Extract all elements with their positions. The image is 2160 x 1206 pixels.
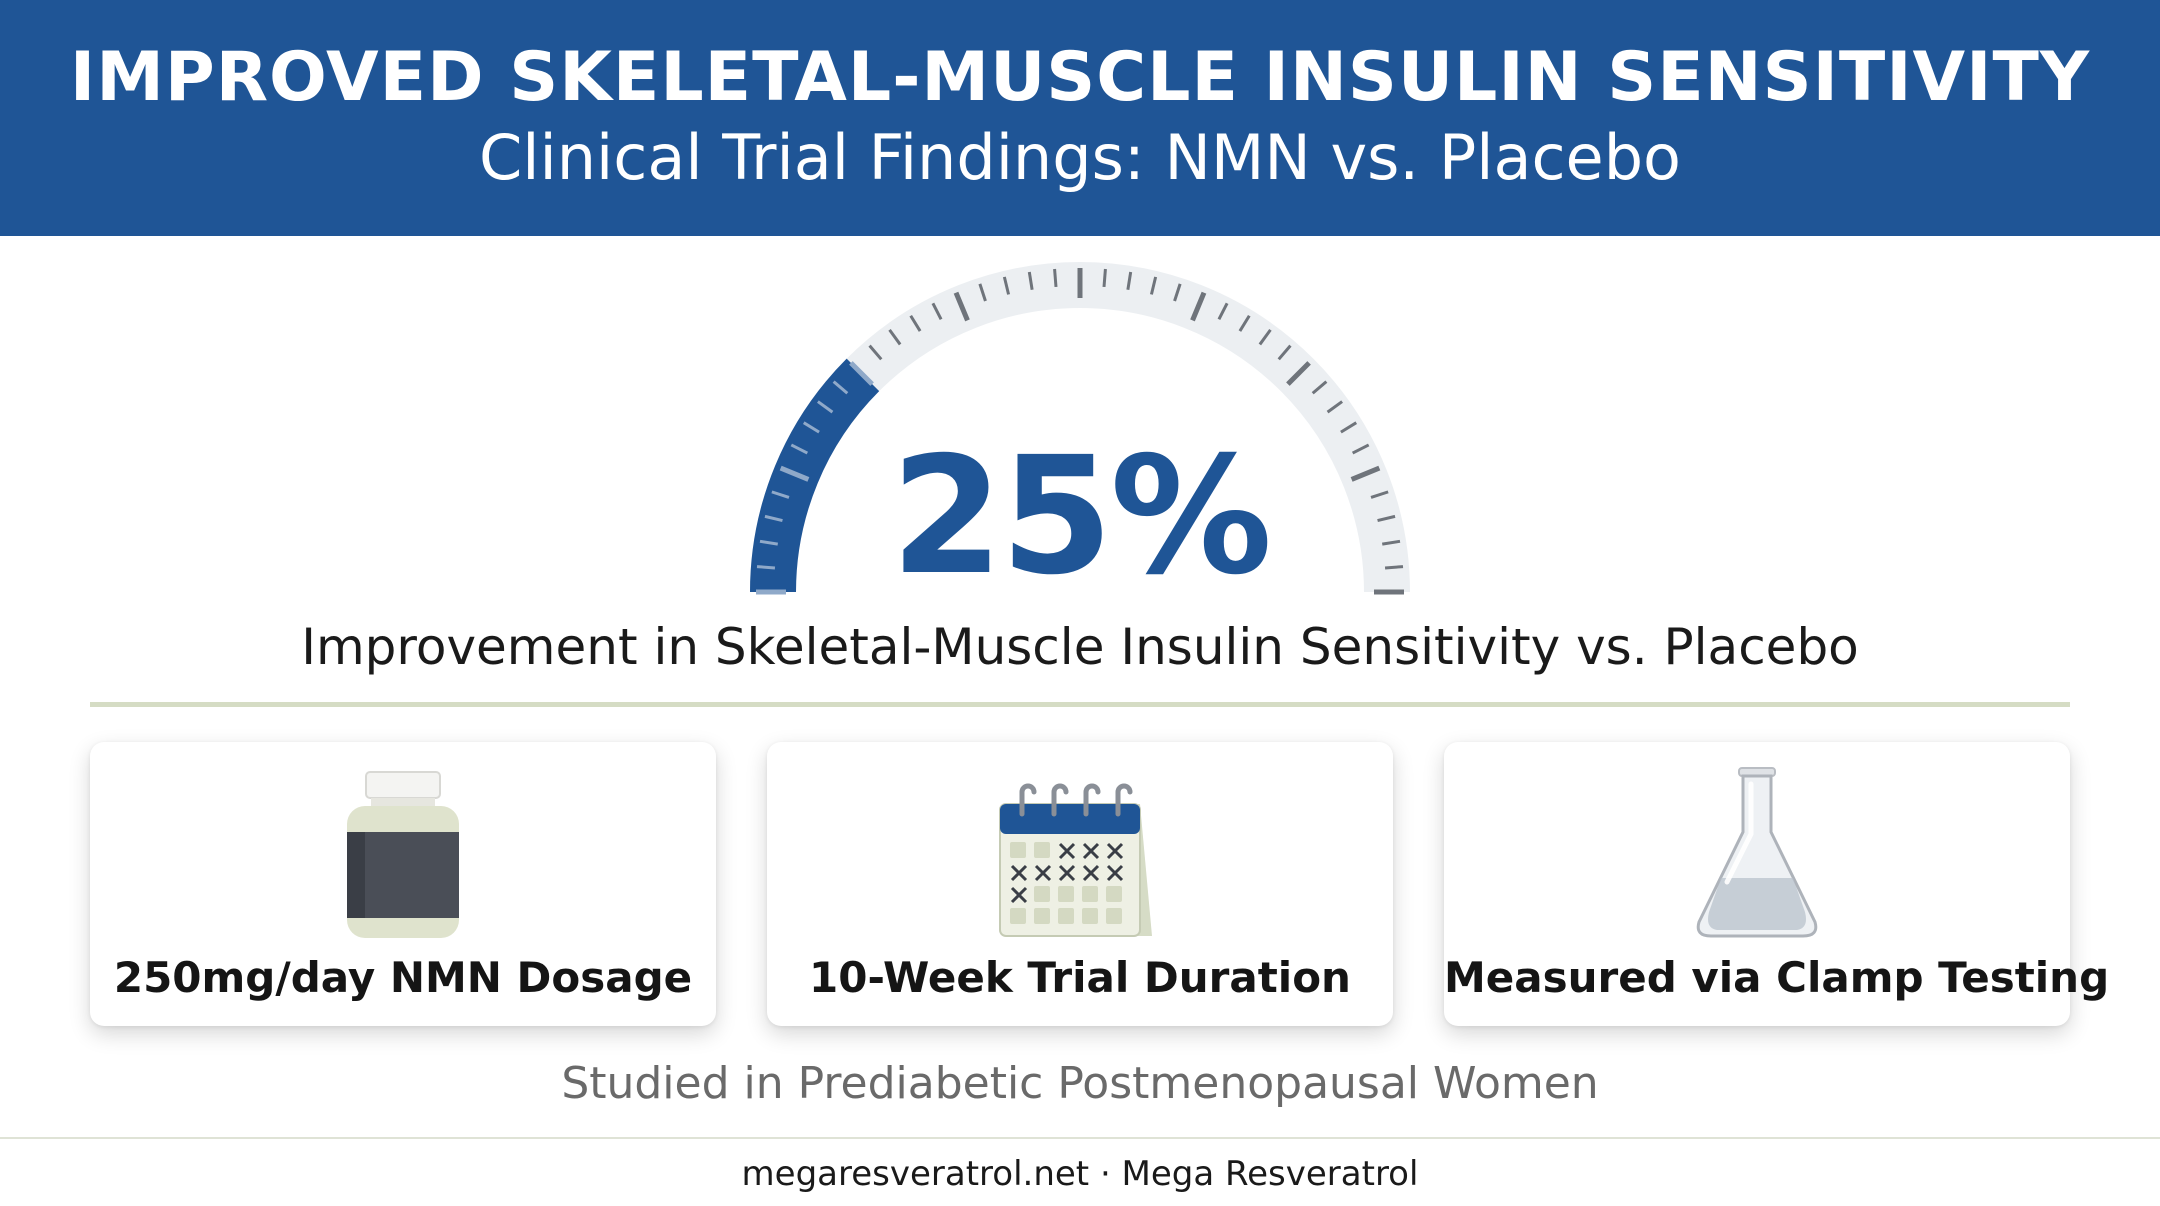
calendar-day <box>1058 908 1074 924</box>
gauge-minor-tick <box>816 400 834 414</box>
gauge-minor-tick <box>1370 490 1389 499</box>
calendar-icon <box>999 783 1152 937</box>
gauge-minor-tick <box>1102 268 1107 288</box>
page-subtitle: Clinical Trial Findings: NMN vs. Placebo <box>479 121 1681 194</box>
gauge-major-tick <box>1350 465 1381 482</box>
gauge-minor-tick <box>868 344 883 361</box>
gauge-minor-tick <box>978 283 987 302</box>
gauge-major-tick <box>1190 291 1207 322</box>
calendar-day <box>1106 886 1122 902</box>
gauge-major-tick <box>1286 361 1311 386</box>
gauge-major-tick <box>953 291 970 322</box>
gauge-minor-tick <box>832 380 849 395</box>
calendar-crossed-day <box>1082 864 1100 882</box>
calendar-day <box>1106 908 1122 924</box>
calendar-day <box>1034 908 1050 924</box>
gauge-meter <box>750 262 1410 595</box>
calendar-crossed-day <box>1034 864 1052 882</box>
gauge-minor-tick <box>1173 283 1182 302</box>
gauge-minor-tick <box>1377 514 1396 523</box>
gauge-caption: Improvement in Skeletal-Muscle Insulin S… <box>301 618 1859 676</box>
calendar-crossed-day <box>1106 842 1124 860</box>
study-population: Studied in Prediabetic Postmenopausal Wo… <box>561 1058 1599 1109</box>
calendar-day <box>1010 842 1026 858</box>
gauge-major-tick <box>779 465 810 482</box>
calendar-crossed-day <box>1010 886 1028 904</box>
gauge-minor-tick <box>1238 314 1251 332</box>
gauge-minor-tick <box>759 539 779 546</box>
gauge-minor-tick <box>1381 539 1401 546</box>
footer-credit: megaresveratrol.net · Mega Resveratrol <box>741 1154 1419 1194</box>
header-banner: IMPROVED SKELETAL-MUSCLE INSULIN SENSITI… <box>0 0 2160 236</box>
gauge-minor-tick <box>1311 380 1328 395</box>
duration-card: 10-Week Trial Duration <box>767 742 1393 1026</box>
gauge-minor-tick <box>756 565 776 570</box>
gauge-minor-tick <box>1126 271 1133 291</box>
calendar-crossed-day <box>1010 864 1028 882</box>
calendar-day <box>1034 842 1050 858</box>
calendar-day <box>1058 886 1074 902</box>
calendar-crossed-day <box>1058 842 1076 860</box>
calendar-crossed-day <box>1058 864 1076 882</box>
duration-label: 10-Week Trial Duration <box>809 953 1351 1002</box>
section-divider <box>90 702 2070 707</box>
calendar-day <box>1082 886 1098 902</box>
calendar-day <box>1082 908 1098 924</box>
gauge-minor-tick <box>1053 268 1058 288</box>
flask-icon <box>1696 767 1818 938</box>
supplement-bottle-icon <box>347 771 459 938</box>
footer-divider <box>0 1137 2160 1139</box>
gauge-minor-tick <box>1384 565 1404 570</box>
gauge-minor-tick <box>909 314 922 332</box>
dosage-card: 250mg/day NMN Dosage <box>90 742 716 1026</box>
gauge-value: 25% <box>890 423 1273 611</box>
measurement-card: Measured via Clamp Testing <box>1444 742 2110 1026</box>
gauge-minor-tick <box>764 514 783 523</box>
gauge-minor-tick <box>1340 421 1358 434</box>
gauge-major-tick <box>849 361 874 386</box>
gauge-minor-tick <box>1326 400 1344 414</box>
gauge-minor-tick <box>1217 302 1229 321</box>
measurement-label: Measured via Clamp Testing <box>1444 953 2110 1002</box>
gauge-minor-tick <box>790 443 809 455</box>
gauge-minor-tick <box>888 328 902 346</box>
gauge-minor-tick <box>802 421 820 434</box>
calendar-crossed-day <box>1082 842 1100 860</box>
gauge-minor-tick <box>771 490 790 499</box>
gauge-minor-tick <box>1258 328 1272 346</box>
calendar-day <box>1034 886 1050 902</box>
gauge-minor-tick <box>931 302 943 321</box>
gauge-minor-tick <box>1277 344 1292 361</box>
gauge-minor-tick <box>1027 271 1034 291</box>
page-title: IMPROVED SKELETAL-MUSCLE INSULIN SENSITI… <box>69 38 2091 117</box>
gauge-minor-tick <box>1149 276 1158 295</box>
gauge-minor-tick <box>1002 276 1011 295</box>
calendar-crossed-day <box>1106 864 1124 882</box>
calendar-day <box>1010 908 1026 924</box>
gauge-minor-tick <box>1351 443 1370 455</box>
dosage-label: 250mg/day NMN Dosage <box>113 953 693 1002</box>
